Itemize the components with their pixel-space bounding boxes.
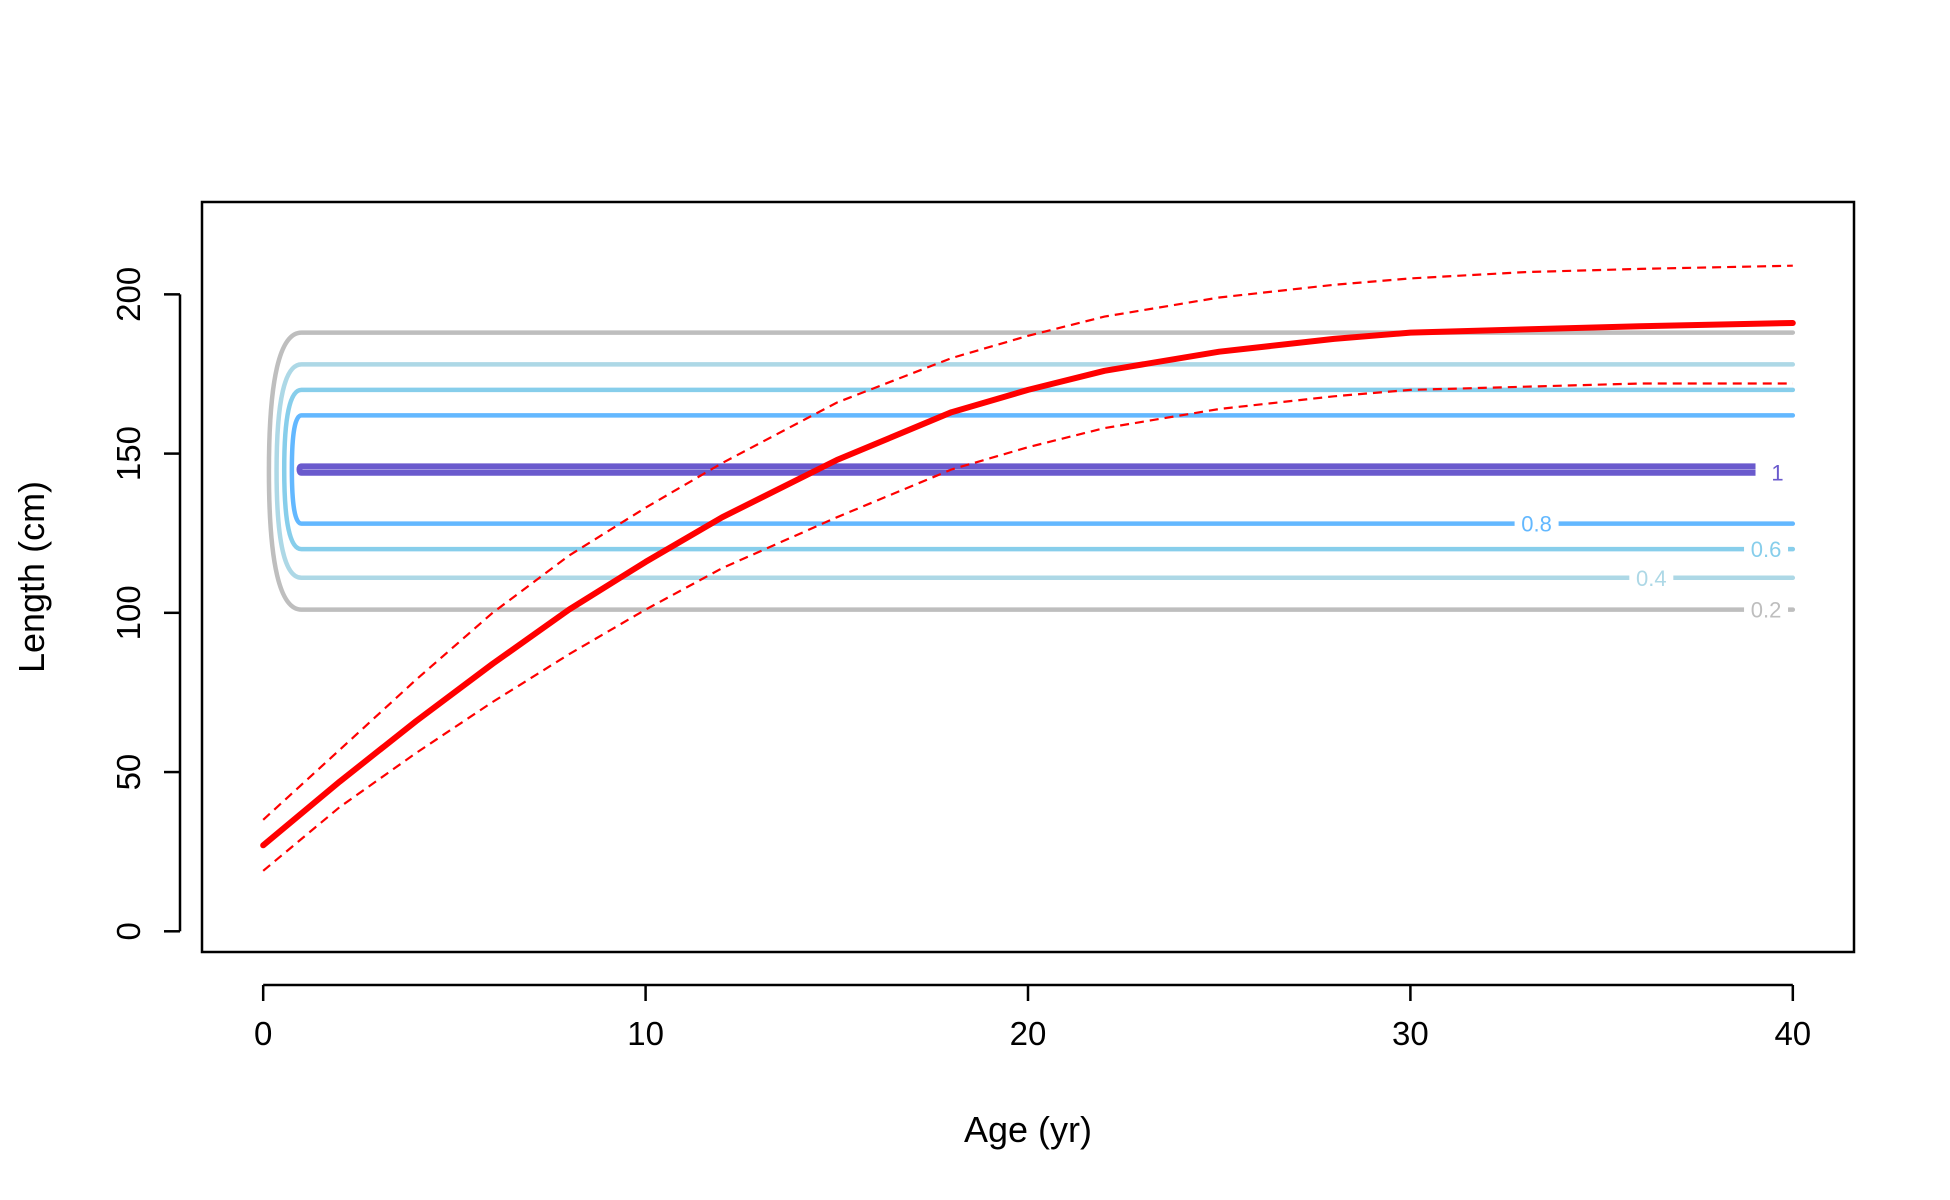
x-axis-title: Age (yr) [964,1109,1092,1150]
contour-label-1: 0.4 [1636,566,1667,591]
contour-label-bg-0 [1744,595,1789,624]
plot-frame [200,200,1856,954]
growth-curves [260,264,1796,872]
contour-label-2: 0.6 [1751,537,1782,562]
mean-growth-line [260,320,1796,849]
contour-line-4 [296,463,1796,476]
x-tick-label-0: 0 [254,1015,272,1052]
contour-line-2 [281,387,1796,552]
y-tick-label-4: 200 [110,267,147,322]
x-tick-label-1: 10 [627,1015,664,1052]
contour-label-bg-3 [1514,509,1559,538]
y-tick-label-2: 100 [110,585,147,640]
contour-line-3 [289,413,1796,526]
lower-confidence-line [262,382,1793,872]
y-tick-label-3: 150 [110,426,147,481]
y-axis-title: Length (cm) [11,481,52,673]
y-axis: 0 50 100 150 200 [110,267,182,940]
contour-line-0 [266,330,1796,612]
x-tick-label-3: 30 [1392,1015,1429,1052]
contour-label-bg-1 [1629,563,1674,592]
contour-label-0: 0.2 [1751,598,1782,623]
contour-lines [266,330,1796,612]
x-tick-label-4: 40 [1774,1015,1811,1052]
contour-label-4: 1 [1771,461,1783,486]
contour-label-bg-4 [1755,458,1800,487]
contour-label-bg-2 [1744,535,1789,564]
x-axis: 0 10 20 30 40 [254,983,1811,1052]
x-tick-label-2: 20 [1010,1015,1047,1052]
contour-line-1 [274,362,1796,581]
contour-labels: 0.2 0.4 0.6 0.8 1 [1514,458,1800,624]
y-tick-label-0: 0 [110,922,147,940]
y-tick-label-1: 50 [110,754,147,791]
contour-label-3: 0.8 [1521,512,1552,537]
upper-confidence-line [262,264,1793,821]
